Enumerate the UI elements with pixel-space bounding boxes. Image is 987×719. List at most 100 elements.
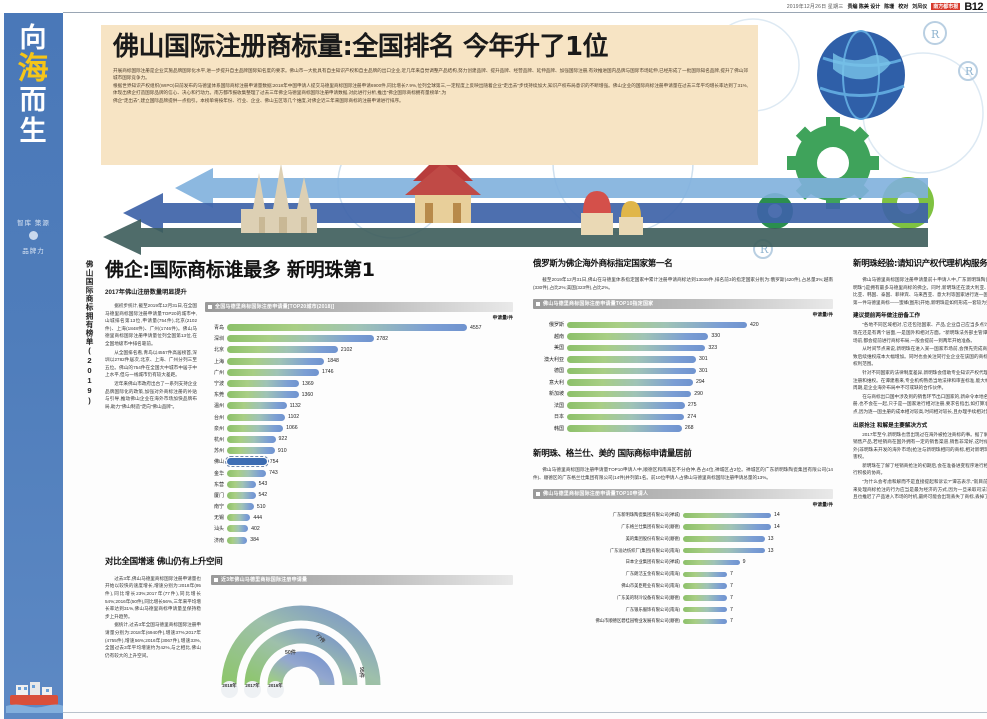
- bar-track: 13: [683, 533, 833, 545]
- bar-track: 1102: [227, 412, 513, 423]
- bar-value: 13: [767, 547, 774, 554]
- bar: [227, 503, 254, 511]
- chart-bar-row: 杭州 922: [205, 434, 513, 445]
- bar-label: 澳大利亚: [543, 356, 564, 363]
- masthead-brand-tag: 南方都市报: [931, 3, 961, 10]
- bar-label: 宁波: [213, 381, 224, 388]
- footer-rule: [63, 712, 987, 713]
- chart-bar-row: 南宁 510: [205, 501, 513, 512]
- section-subtitle-companies: 2017年佛山注册数量明显提升: [105, 289, 187, 296]
- bar-label: 济南: [213, 537, 224, 544]
- arc-label-2016: 2016年: [267, 680, 284, 698]
- bar: [227, 391, 299, 399]
- bar: [227, 380, 300, 388]
- col-a-p0: 据初步统计,截至2019年12月31日,在全国马德里商标国际注册申请量TOP20…: [105, 303, 197, 346]
- chart-applicants-rows: 广东新明珠陶瓷集团有限公司(禅城) 14 广东格兰仕集团有限公司(顺德) 14 美的集团…: [533, 509, 833, 627]
- bar-track: 402: [227, 523, 513, 534]
- bar-track: 543: [227, 479, 513, 490]
- masthead-proof: 校对: [898, 4, 909, 10]
- bar-value: 14: [774, 512, 780, 519]
- bar-track: 301: [567, 365, 833, 377]
- bar-value: 7: [730, 594, 733, 601]
- chart-bar-row: 广东溢达纺织厂(集团)有限公司(南海) 13: [533, 545, 833, 557]
- bar: [567, 390, 692, 398]
- chart-unit-applicants: 申请量/件: [812, 503, 833, 509]
- bar-label: 广东溢达纺织厂(集团)有限公司(南海): [609, 547, 680, 553]
- bar-track: 330: [567, 331, 833, 343]
- chart-bar-row: 厦门 542: [205, 490, 513, 501]
- bar-value: 268: [684, 425, 694, 432]
- chart-bar-row: 美的集团股份有限公司(顺德) 13: [533, 533, 833, 545]
- bar: [567, 425, 682, 432]
- banner-char-1: 海: [17, 51, 50, 87]
- bar-value: 543: [258, 481, 268, 488]
- chart-bar-row: 日本 274: [533, 411, 833, 423]
- bar: [227, 447, 275, 455]
- sidebar-banner: 向 海 而 生 智库 策源 品牌力: [4, 13, 63, 719]
- chart-bar-row: 法国 275: [533, 400, 833, 412]
- bar-value: 294: [696, 379, 705, 386]
- chart-bar-row: 越南 330: [533, 331, 833, 343]
- bar: [227, 335, 374, 343]
- bar-value: 510: [256, 503, 266, 510]
- masthead-rule: [63, 12, 987, 13]
- bar-track: 1369: [227, 378, 513, 389]
- banner-char-0: 向: [19, 23, 48, 54]
- bar-label: 日本企业集团有限公司(禅城): [625, 559, 680, 565]
- bar-value: 274: [687, 413, 697, 420]
- bar-track: 268: [567, 423, 833, 435]
- bar-label: 无锡: [213, 515, 224, 522]
- bar-track: 274: [567, 411, 833, 423]
- banner-char-3: 生: [19, 116, 48, 147]
- chart-bar-row: 俄罗斯 420: [533, 319, 833, 331]
- chart-caption-cities: 全国马德里商标国际注册申请量[TOP20城市(2018)]: [205, 302, 513, 312]
- cathedral-icon: [241, 163, 317, 233]
- bar-track: 1848: [227, 356, 513, 367]
- bar-value: 13: [767, 535, 774, 542]
- chart-bar-row: 金华 743: [205, 467, 513, 478]
- bar-track: 2102: [227, 344, 513, 355]
- bar-value: 754: [269, 458, 279, 465]
- banner-subtitle: 智库 策源 品牌力: [4, 218, 63, 257]
- svg-text:R: R: [965, 65, 974, 78]
- bar: [683, 606, 727, 613]
- column-a-body: 据初步统计,截至2019年12月31日,在全国马德里商标国际注册申请量TOP20…: [105, 302, 197, 410]
- bar-value: 7: [730, 583, 733, 590]
- bar-value: 290: [694, 390, 703, 397]
- section-title-companies: 佛企:国际商标谁最多 新明珠第1: [105, 259, 375, 281]
- growth-p1: 据统计,过去3年全国马德里商标国际注册申请量分别为:2018年(6940件),增…: [105, 622, 201, 658]
- bar-track: 2782: [227, 333, 513, 344]
- bar-value: 7: [730, 606, 733, 613]
- bar-label: 广东美的制冷设备有限公司(顺德): [616, 594, 680, 600]
- bar: [683, 618, 727, 625]
- bar-track: 7: [683, 592, 833, 604]
- bar: [227, 525, 249, 533]
- bar-label: 德国: [553, 368, 564, 375]
- bar-label: 金华: [213, 470, 224, 477]
- bar-value: 301: [699, 367, 708, 374]
- bar-track: 7: [683, 580, 833, 592]
- chart-bar-row: 日本企业集团有限公司(禅城) 9: [533, 557, 833, 569]
- bar-track: 1132: [227, 400, 513, 411]
- chart-top10-countries: 佛山马德里商标国际注册申请量TOP10指定国家 申请量/件 俄罗斯 420 越南 33…: [533, 299, 833, 434]
- applicants-p0: 佛山马德里商标国际注册申请量TOP10申请人中,顺德区和南海区不分伯仲,各占4位…: [533, 467, 833, 480]
- set-p2: "为什么会考虑和解而不是直接提起和诉讼?"谭志表示,"就目前推出的情形看,以和解…: [853, 479, 987, 500]
- arc-value-2016: 50件: [285, 649, 296, 656]
- bar-label: 杭州: [213, 436, 224, 443]
- chart-bar-row: 青岛 4557: [205, 322, 513, 333]
- chart-bar-row: 广东朗洁五金有限公司(南海) 7: [533, 568, 833, 580]
- chart-bar-row: 温州 1132: [205, 400, 513, 411]
- bar-label: 广东银乐服饰有限公司(南海): [625, 606, 680, 612]
- bar: [227, 491, 256, 499]
- set-p1: 新明珠在了解了经销商抢注的初期后,会在准备进变程序进行相关的同时,也与本地人和商…: [853, 462, 987, 476]
- bar-label: 泉州: [213, 425, 224, 432]
- prep-p0: "各地不同区域相对,它还包括国家、产品,企业自己应当多点计算等。马达精准上市点线…: [853, 322, 987, 343]
- chart-bar-row: 东营 543: [205, 479, 513, 490]
- column-kicker: 佛山国际商标拥有榜单(2019): [85, 260, 94, 406]
- bar: [227, 514, 251, 522]
- bar-track: 910: [227, 445, 513, 456]
- bar-value: 2782: [376, 335, 389, 342]
- bar: [567, 367, 696, 375]
- chart-unit-cities: 申请量/件: [492, 316, 513, 321]
- bar: [683, 583, 727, 589]
